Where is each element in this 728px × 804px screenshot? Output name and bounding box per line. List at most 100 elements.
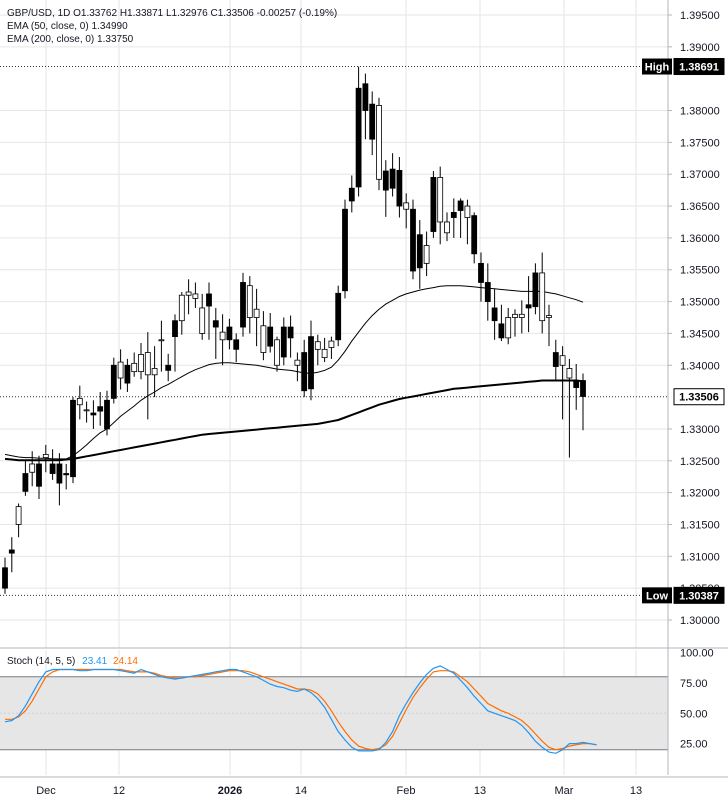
- time-tick-label: Dec: [36, 785, 56, 797]
- price-tick-label: 1.36500: [680, 201, 720, 213]
- stoch-d-value: 24.14: [112, 656, 138, 667]
- candle-body: [342, 208, 348, 292]
- candle-body: [131, 362, 138, 373]
- candle-body: [430, 176, 437, 232]
- candle-body: [464, 205, 471, 218]
- candle-body: [246, 285, 253, 318]
- candle-body: [274, 339, 280, 366]
- price-tick-label: 1.33000: [680, 424, 720, 436]
- candle-body: [29, 463, 36, 473]
- candle-body: [396, 169, 403, 207]
- candle-body: [512, 313, 518, 318]
- candle-body: [185, 291, 192, 296]
- high-marker-value-bg: [673, 58, 725, 76]
- candle-body: [199, 307, 206, 334]
- stoch-band: [0, 676, 668, 751]
- candle-body: [49, 463, 56, 474]
- low-marker-label: Low: [646, 590, 668, 602]
- candle-body: [525, 304, 532, 309]
- candle-body: [124, 364, 131, 384]
- price-tick-label: 1.39500: [680, 10, 720, 22]
- candle-body: [97, 406, 104, 412]
- candle-body: [505, 317, 512, 339]
- candle-body: [56, 463, 63, 484]
- candle-body: [70, 399, 76, 478]
- candle-body: [484, 282, 491, 302]
- candle-body: [76, 397, 83, 406]
- candle-body: [328, 340, 335, 348]
- candle-body: [457, 200, 464, 211]
- time-tick-label: 14: [295, 785, 307, 797]
- candle-body: [240, 282, 246, 328]
- candle-body: [138, 354, 144, 373]
- stoch-title: Stoch (14, 5, 5): [7, 656, 76, 667]
- price-tick-label: 1.39000: [680, 42, 720, 54]
- candle-body: [63, 473, 70, 476]
- symbol-legend: GBP/USD, 1D O1.33762 H1.33871 L1.32976 C…: [7, 8, 338, 19]
- price-tick-label: 1.35000: [680, 297, 720, 309]
- candle-body: [573, 380, 580, 388]
- price-tick-label: 1.34000: [680, 360, 720, 372]
- candle-body: [546, 315, 552, 318]
- stoch-tick-label: 100.00: [680, 648, 714, 660]
- candle-body: [2, 567, 8, 589]
- price-tick-label: 1.38000: [680, 106, 720, 118]
- high-marker-label: High: [645, 62, 670, 74]
- candle-body: [403, 202, 410, 210]
- stoch-lines: [4, 665, 597, 754]
- candle-body: [172, 320, 178, 338]
- price-grid: [0, 0, 668, 775]
- price-tick-label: 1.35500: [680, 265, 720, 277]
- low-marker-label-bg: [642, 587, 672, 604]
- candle-body: [178, 294, 185, 322]
- candle-body: [253, 308, 260, 318]
- candle-body: [212, 320, 219, 328]
- candle-body: [335, 292, 342, 341]
- candle-body: [233, 339, 240, 350]
- candle-body: [192, 293, 199, 299]
- candle-body: [410, 208, 416, 272]
- ema200-line: [4, 379, 584, 462]
- candle-body: [8, 549, 15, 554]
- time-tick-label: Mar: [555, 785, 574, 797]
- candle-body: [260, 325, 267, 353]
- candle-body: [144, 352, 151, 376]
- candle-body: [376, 105, 382, 180]
- candle-body: [471, 215, 478, 255]
- price-tick-label: 1.37500: [680, 137, 720, 149]
- candle-body: [280, 326, 287, 358]
- candle-body: [267, 326, 274, 347]
- time-tick-label: Feb: [397, 785, 416, 797]
- candle-body: [580, 380, 586, 397]
- candle-body: [104, 399, 110, 430]
- candle-body: [301, 352, 308, 392]
- time-tick-label: 12: [113, 785, 125, 797]
- candle-body: [518, 313, 525, 318]
- price-markers: High 1.38691 Low 1.30387 1.33506: [642, 58, 725, 604]
- time-tick-label: 2026: [218, 785, 242, 797]
- low-marker-value-bg: [673, 586, 725, 604]
- candle-body: [348, 187, 355, 202]
- candle-body: [15, 506, 22, 525]
- candle-body: [450, 212, 457, 218]
- stoch-tick-label: 50.00: [680, 708, 708, 720]
- price-tick-label: 1.30000: [680, 615, 720, 627]
- candle-body: [498, 323, 505, 339]
- price-tick-label: 1.31500: [680, 519, 720, 531]
- candle-body: [151, 368, 158, 376]
- candle-body: [90, 412, 97, 416]
- candle-body: [226, 326, 233, 341]
- candles: [2, 66, 586, 594]
- time-tick-label: 13: [630, 785, 642, 797]
- candle-body: [22, 473, 29, 492]
- price-tick-label: 1.32500: [680, 456, 720, 468]
- candle-body: [362, 83, 369, 111]
- candle-body: [117, 361, 124, 379]
- candle-body: [444, 221, 450, 234]
- candle-body: [314, 341, 321, 350]
- candle-body: [478, 262, 484, 283]
- low-marker-value: 1.30387: [679, 590, 719, 602]
- candle-body: [206, 293, 212, 307]
- last-price-marker-value-bg: [673, 388, 725, 406]
